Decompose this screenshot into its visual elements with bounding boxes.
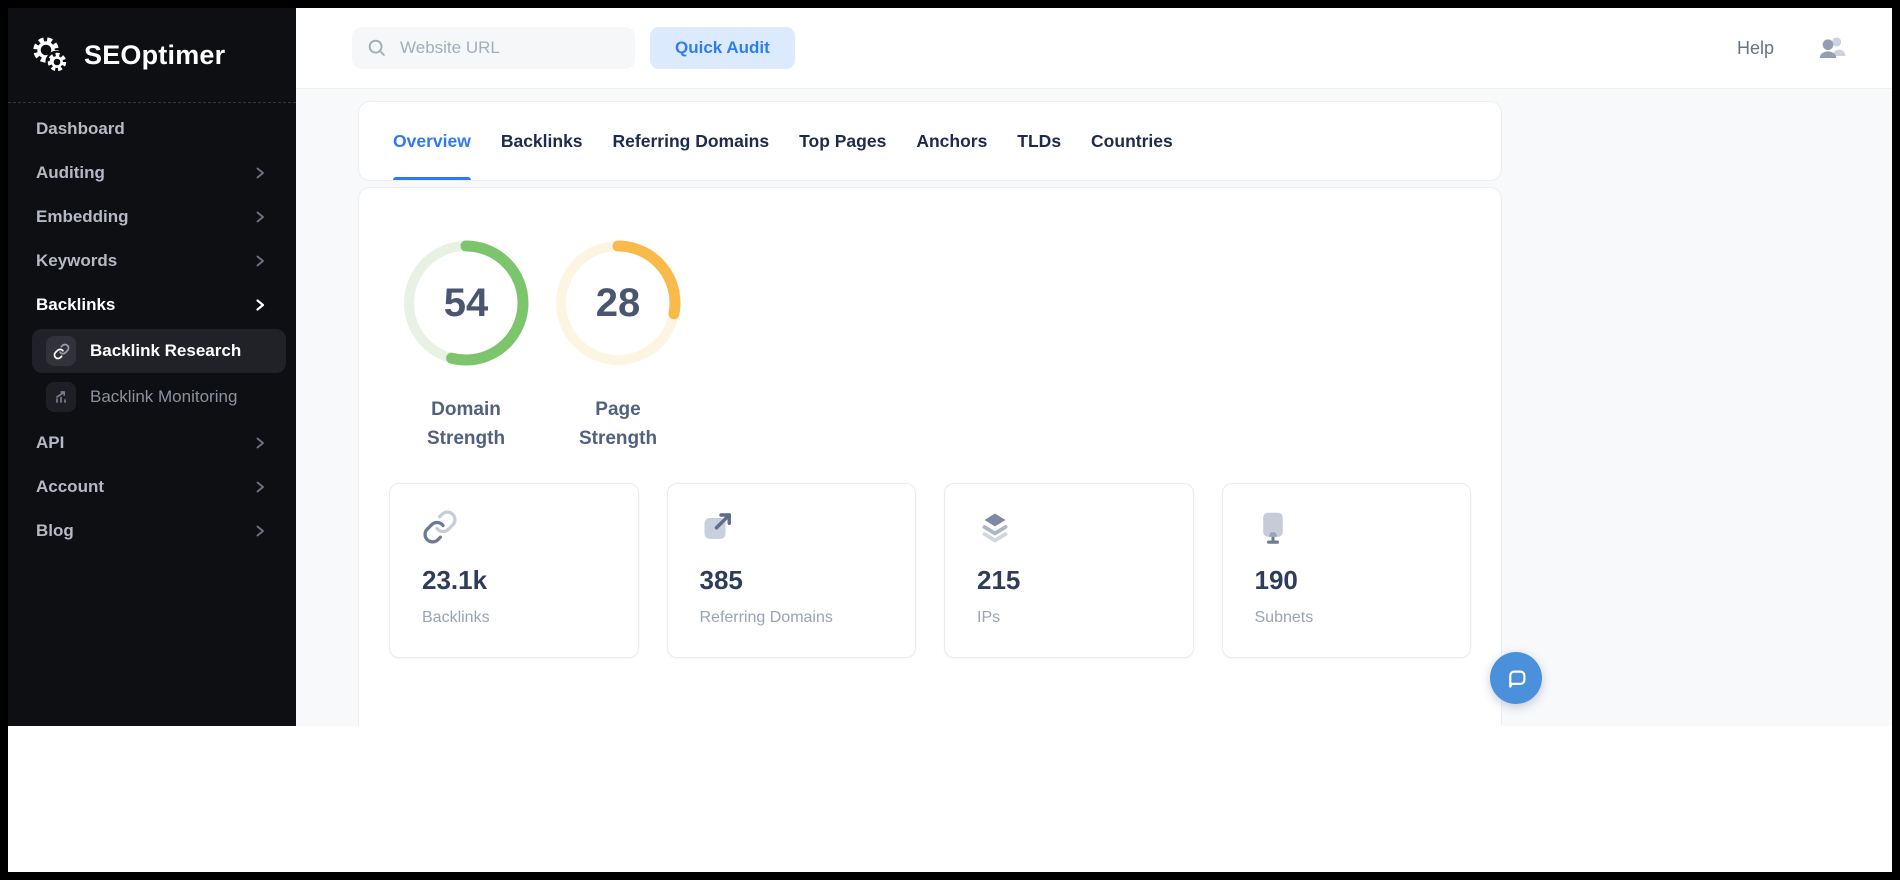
link-icon (46, 336, 76, 366)
sidebar-item-label: Backlinks (36, 295, 116, 314)
chevron-right-icon (252, 523, 268, 539)
bar-chart-icon (46, 382, 76, 412)
tab-overview[interactable]: Overview (393, 102, 471, 180)
tabs-bar: Overview Backlinks Referring Domains Top… (358, 101, 1502, 181)
gear-logo-icon (28, 33, 72, 77)
sidebar-subitem-label: Backlink Monitoring (90, 387, 238, 406)
tab-label: Top Pages (799, 130, 887, 151)
chevron-right-icon (252, 253, 268, 269)
brand-name: SEOptimer (84, 39, 226, 70)
users-icon[interactable] (1816, 32, 1848, 64)
stat-label: IPs (977, 609, 1001, 626)
layers-icon (977, 509, 1193, 547)
topbar: Quick Audit Help (296, 8, 1892, 89)
search-input[interactable] (398, 37, 621, 59)
tab-label: Backlinks (500, 130, 583, 151)
domain-strength-value: 54 (443, 280, 489, 325)
stat-label: Backlinks (422, 609, 490, 626)
content-area: Overview Backlinks Referring Domains Top… (296, 89, 1892, 726)
tab-tlds[interactable]: TLDs (1017, 102, 1061, 180)
gauge-ring (403, 240, 529, 366)
tab-countries[interactable]: Countries (1091, 102, 1173, 180)
sidebar-item-dashboard[interactable]: Dashboard (8, 107, 296, 151)
page-strength-gauge: 28 Page Strength (554, 239, 682, 453)
sidebar-subitem-backlink-monitoring[interactable]: Backlink Monitoring (32, 375, 286, 419)
overview-panel: 54 Domain Strength 28 Page Strength (358, 187, 1502, 726)
chat-icon (1503, 665, 1530, 692)
sidebar-item-blog[interactable]: Blog (8, 509, 296, 553)
stat-label: Subnets (1254, 609, 1314, 626)
sidebar-item-label: Keywords (36, 251, 118, 270)
tab-label: Overview (393, 130, 471, 151)
stat-value: 215 (977, 565, 1021, 595)
sidebar-item-label: API (36, 433, 65, 452)
sidebar-item-backlinks[interactable]: Backlinks (8, 283, 296, 327)
stat-cards: 23.1k Backlinks 385 Referring Doma (389, 483, 1471, 658)
website-url-search[interactable] (352, 27, 635, 69)
external-link-icon (700, 509, 916, 547)
tab-label: Anchors (916, 130, 988, 151)
app-window: SEOptimer Dashboard Auditing Embedding K… (8, 8, 1892, 726)
sidebar-item-label: Account (36, 477, 104, 496)
sidebar-item-account[interactable]: Account (8, 465, 296, 509)
gauge-ring (555, 240, 681, 366)
monitor-icon (1255, 509, 1471, 547)
tab-referring-domains[interactable]: Referring Domains (613, 102, 770, 180)
chevron-right-icon (252, 209, 268, 225)
sidebar-item-api[interactable]: API (8, 421, 296, 465)
tab-backlinks[interactable]: Backlinks (501, 102, 583, 180)
chat-widget-button[interactable] (1490, 652, 1542, 704)
tab-anchors[interactable]: Anchors (916, 102, 987, 180)
main-area: Quick Audit Help Overview Backlinks Refe… (296, 8, 1892, 726)
chevron-right-icon (252, 479, 268, 495)
tab-label: Countries (1091, 130, 1173, 151)
stat-card-ips: 215 IPs (944, 483, 1194, 658)
help-link[interactable]: Help (1736, 37, 1774, 58)
stat-card-subnets: 190 Subnets (1221, 483, 1471, 658)
sidebar-menu: Dashboard Auditing Embedding Keywords Ba… (8, 103, 296, 553)
sidebar-item-label: Auditing (36, 163, 105, 182)
sidebar-item-embedding[interactable]: Embedding (8, 195, 296, 239)
sidebar-subitem-backlink-research[interactable]: Backlink Research (32, 329, 286, 373)
link-icon (422, 509, 638, 547)
stat-label: Referring Domains (699, 609, 833, 626)
sidebar-subitem-label: Backlink Research (90, 341, 242, 360)
page-strength-label: Page Strength (578, 399, 658, 449)
sidebar-item-label: Blog (36, 521, 74, 540)
sidebar-item-label: Dashboard (36, 119, 125, 138)
chevron-right-icon (252, 297, 268, 313)
domain-strength-gauge: 54 Domain Strength (402, 239, 530, 453)
sidebar-item-label: Embedding (36, 207, 129, 226)
sidebar-item-auditing[interactable]: Auditing (8, 151, 296, 195)
tab-label: Referring Domains (612, 130, 770, 151)
chevron-right-icon (252, 165, 268, 181)
stat-value: 23.1k (422, 565, 488, 595)
brand-logo[interactable]: SEOptimer (8, 8, 296, 103)
quick-audit-button[interactable]: Quick Audit (650, 27, 795, 69)
app-viewport: SEOptimer Dashboard Auditing Embedding K… (8, 8, 1892, 872)
domain-strength-label: Domain Strength (426, 399, 506, 449)
stat-value: 385 (699, 565, 743, 595)
search-icon (366, 37, 388, 59)
strength-gauges: 54 Domain Strength 28 Page Strength (359, 188, 1501, 453)
sidebar-item-keywords[interactable]: Keywords (8, 239, 296, 283)
sidebar: SEOptimer Dashboard Auditing Embedding K… (8, 8, 296, 726)
chevron-right-icon (252, 435, 268, 451)
stat-value: 190 (1254, 565, 1298, 595)
tab-top-pages[interactable]: Top Pages (799, 102, 886, 180)
tab-label: TLDs (1017, 130, 1062, 151)
stat-card-backlinks: 23.1k Backlinks (389, 483, 639, 658)
page-strength-value: 28 (595, 280, 641, 325)
stat-card-referring-domains: 385 Referring Domains (666, 483, 916, 658)
